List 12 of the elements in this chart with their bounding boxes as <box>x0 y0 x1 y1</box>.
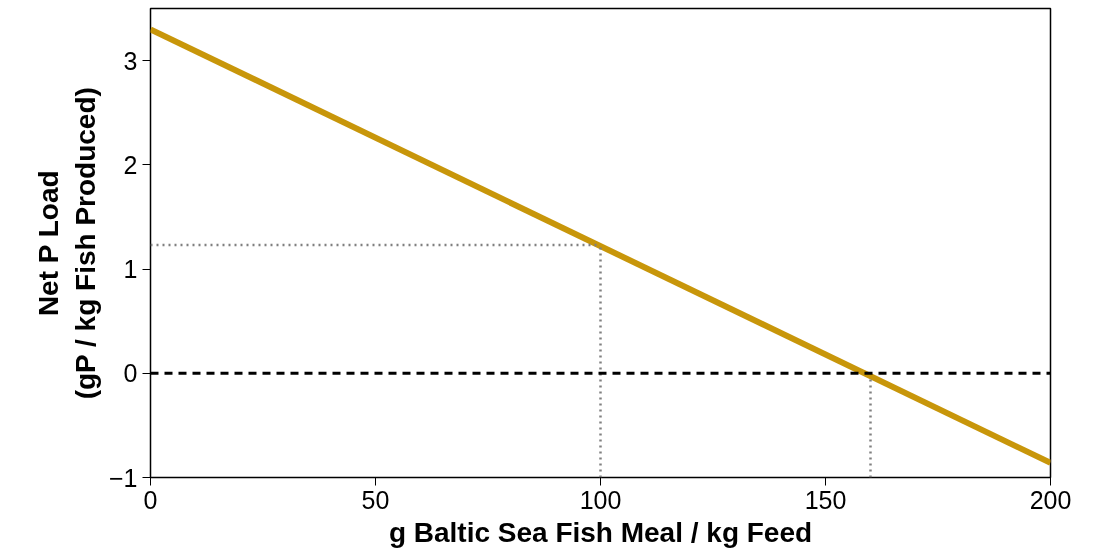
y-axis-title: Net P Load (gP / kg Fish Produced) <box>32 87 101 400</box>
x-tick-label: 0 <box>143 485 158 514</box>
y-tick-label: 2 <box>123 150 138 179</box>
y-tick-label: 1 <box>123 255 138 284</box>
x-tick-label: 100 <box>579 485 622 514</box>
x-tick-label: 50 <box>361 485 390 514</box>
y-tick-label: 0 <box>123 359 138 388</box>
x-tick-label: 150 <box>804 485 847 514</box>
y-tick-label: −1 <box>109 463 138 492</box>
x-tick-label: 200 <box>1029 485 1072 514</box>
y-tick-label: 3 <box>123 46 138 75</box>
x-axis-title: g Baltic Sea Fish Meal / kg Feed <box>388 516 813 548</box>
